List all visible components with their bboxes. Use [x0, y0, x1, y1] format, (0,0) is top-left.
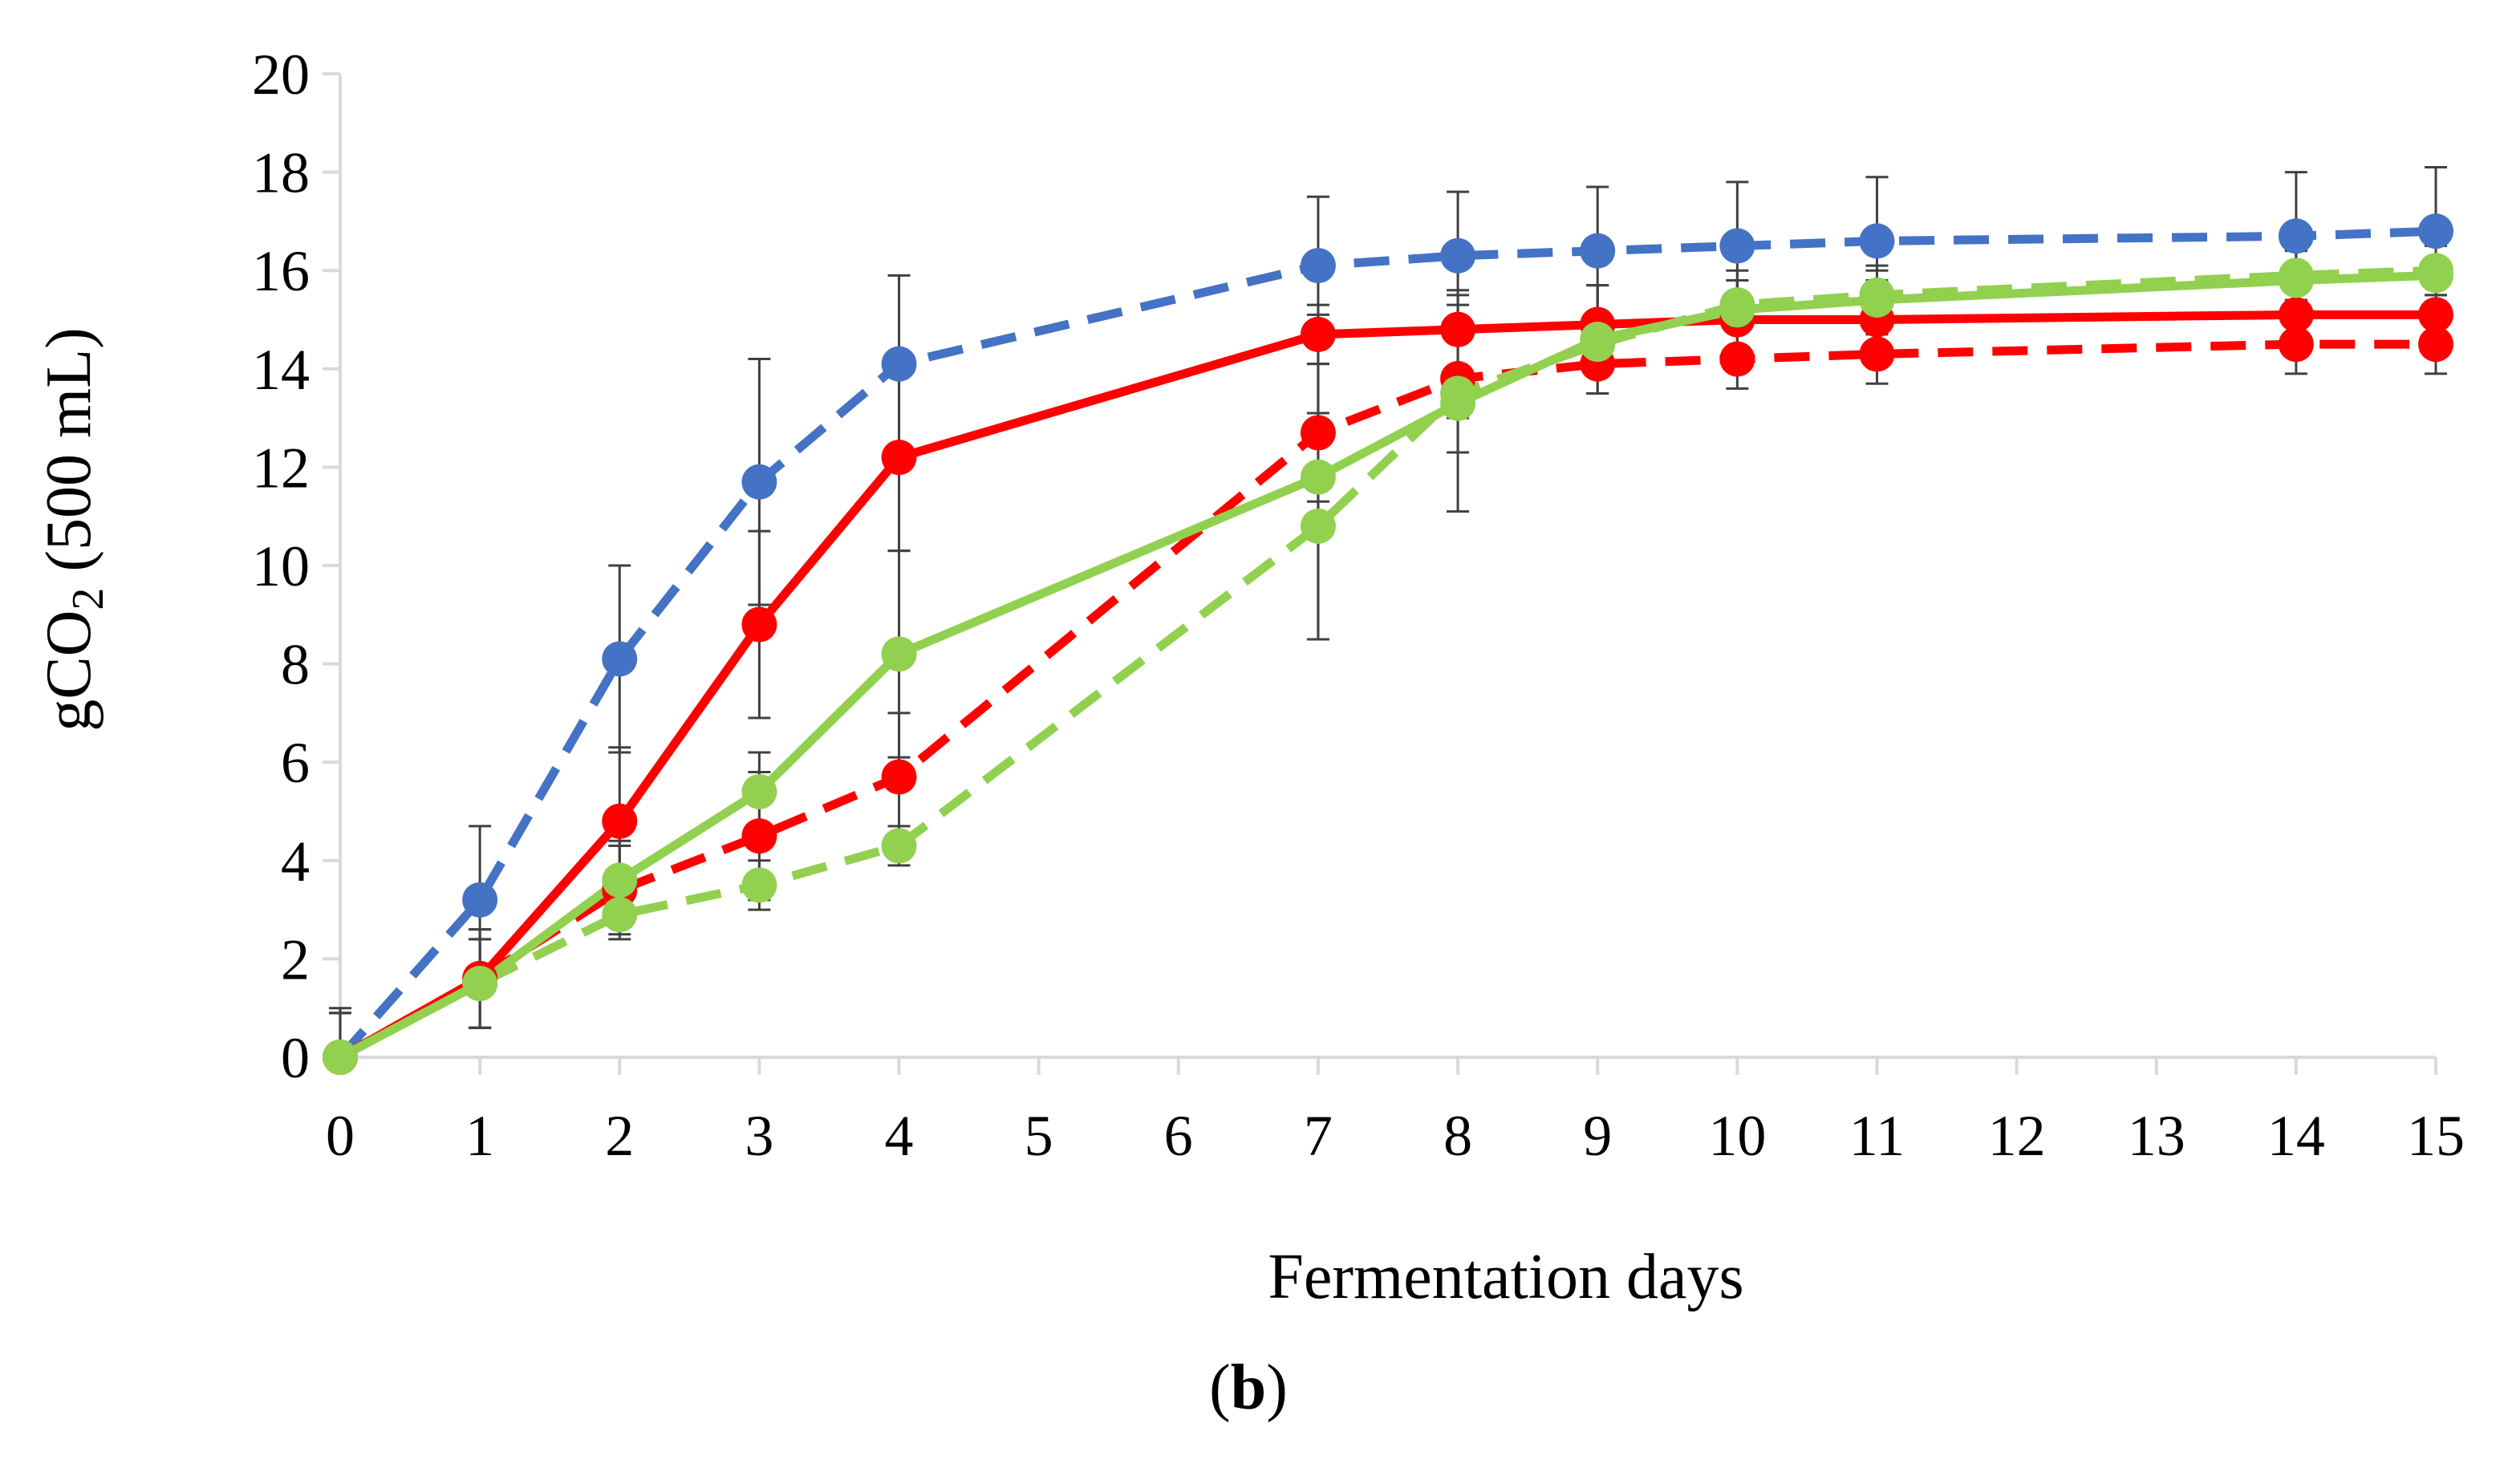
data-point — [881, 440, 917, 476]
y-tick-label: 12 — [252, 436, 310, 500]
x-tick-label: 5 — [1025, 1104, 1053, 1168]
x-tick-label: 13 — [2128, 1104, 2185, 1168]
data-point — [1300, 415, 1336, 451]
x-tick-label: 6 — [1164, 1104, 1193, 1168]
axes — [323, 72, 2437, 1075]
data-point — [323, 1040, 358, 1075]
data-point — [2278, 257, 2314, 294]
data-point — [1859, 277, 1895, 313]
series-line — [336, 226, 2437, 1060]
panel-label-letter: b — [1231, 1352, 1267, 1423]
data-point — [602, 862, 638, 898]
data-point — [1300, 508, 1336, 544]
data-point — [741, 818, 777, 854]
data-point — [1300, 316, 1336, 352]
data-point — [1859, 223, 1895, 259]
y-axis-title-subscript: 2 — [63, 588, 113, 610]
data-point — [741, 464, 777, 500]
y-tick-label: 14 — [252, 338, 310, 402]
data-point — [602, 897, 638, 933]
data-point — [462, 966, 498, 1002]
x-tick-label: 10 — [1708, 1104, 1766, 1168]
data-point — [2418, 297, 2453, 333]
data-point — [881, 759, 917, 795]
data-point — [2278, 326, 2314, 363]
data-point — [1719, 341, 1755, 377]
x-tick-label: 15 — [2407, 1104, 2465, 1168]
data-point — [2418, 326, 2453, 363]
data-point — [1719, 228, 1755, 264]
data-point — [1580, 233, 1616, 269]
y-axis-title-rest: (500 mL) — [34, 327, 104, 587]
x-tick-label: 2 — [605, 1104, 634, 1168]
x-axis-title: Fermentation days — [1268, 1242, 1743, 1312]
data-point — [1300, 459, 1336, 495]
data-point — [2418, 253, 2453, 289]
x-tick-label: 7 — [1304, 1104, 1333, 1168]
series-markers — [323, 213, 2453, 1075]
data-point — [741, 773, 777, 809]
data-point — [1719, 287, 1755, 323]
data-point — [881, 346, 917, 382]
data-point — [881, 636, 917, 672]
data-point — [881, 828, 917, 864]
x-tick-label: 14 — [2267, 1104, 2325, 1168]
y-tick-label: 2 — [281, 927, 310, 991]
x-tick-label: 0 — [326, 1104, 355, 1168]
y-axis-title: gCO2 (500 mL) — [34, 327, 113, 732]
y-tick-label: 20 — [252, 43, 310, 107]
data-point — [741, 867, 777, 903]
x-tick-label: 8 — [1443, 1104, 1472, 1168]
data-point — [2418, 213, 2453, 249]
data-point — [1300, 248, 1336, 284]
y-tick-label: 0 — [281, 1026, 310, 1090]
x-tick-label: 11 — [1849, 1104, 1905, 1168]
data-point — [1440, 311, 1476, 347]
data-point — [1440, 237, 1476, 274]
data-point — [2278, 218, 2314, 254]
series-line — [338, 339, 2436, 1061]
series-line — [338, 310, 2436, 1061]
y-tick-label: 18 — [252, 141, 310, 205]
x-tick-label: 12 — [1988, 1104, 2046, 1168]
y-tick-label: 10 — [252, 534, 310, 598]
x-tick-label: 9 — [1583, 1104, 1612, 1168]
data-point — [1859, 336, 1895, 372]
series-line — [338, 266, 2437, 1061]
x-tick-label: 1 — [465, 1104, 494, 1168]
y-tick-label: 8 — [281, 633, 310, 697]
data-point — [602, 803, 638, 839]
data-point — [741, 606, 777, 643]
data-point — [462, 882, 498, 918]
y-tick-label: 6 — [281, 731, 310, 795]
data-point — [2278, 297, 2314, 333]
series-line — [338, 270, 2437, 1061]
error-bars — [329, 165, 2447, 1059]
y-axis-title-main: gCO — [34, 610, 104, 732]
y-tick-label: 4 — [281, 829, 310, 894]
x-tick-label: 3 — [745, 1104, 773, 1168]
data-point — [1580, 326, 1616, 363]
series-lines — [336, 226, 2437, 1061]
x-tick-label: 4 — [885, 1104, 914, 1168]
y-tick-label: 16 — [252, 239, 310, 303]
panel-label-close: ) — [1266, 1352, 1288, 1423]
data-point — [602, 641, 638, 677]
data-point — [1440, 375, 1476, 412]
panel-label-open: ( — [1209, 1352, 1231, 1423]
panel-label: (b) — [1209, 1352, 1288, 1423]
